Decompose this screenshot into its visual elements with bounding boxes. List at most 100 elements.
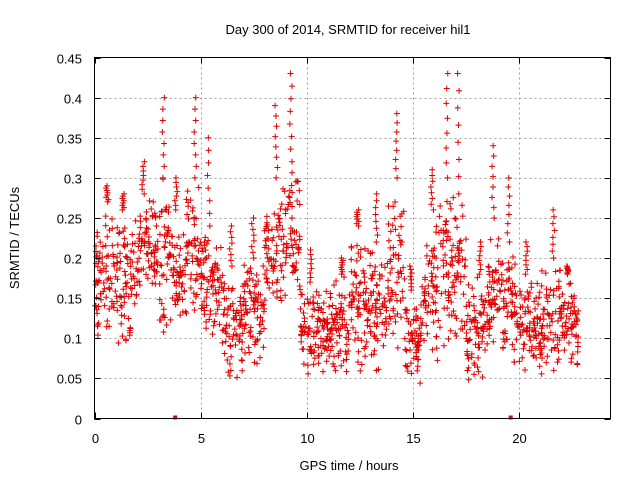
data-point [206, 222, 213, 229]
data-point [555, 356, 562, 363]
data-point [184, 211, 191, 218]
data-point [121, 243, 128, 250]
data-point [225, 306, 232, 313]
data-point [228, 263, 235, 270]
data-point [428, 277, 435, 284]
data-point [176, 264, 183, 271]
data-point [449, 279, 456, 286]
data-point [299, 346, 306, 353]
data-point [549, 318, 556, 325]
data-point [473, 326, 480, 333]
data-point [387, 258, 394, 265]
data-point [153, 223, 160, 230]
data-point [114, 276, 121, 283]
data-point [519, 303, 526, 310]
data-point [189, 258, 196, 265]
data-point [144, 250, 151, 257]
data-point [104, 182, 111, 189]
data-point [296, 282, 303, 289]
data-point [465, 281, 472, 288]
data-point [516, 358, 523, 365]
data-point [121, 268, 128, 275]
data-point [465, 376, 472, 383]
data-point [341, 274, 348, 281]
data-point [145, 233, 152, 240]
data-point [300, 360, 307, 367]
data-point [310, 333, 317, 340]
data-point [170, 253, 177, 260]
data-point [212, 310, 219, 317]
data-point [198, 285, 205, 292]
data-point [318, 305, 325, 312]
data-point [392, 198, 399, 205]
data-point [227, 251, 234, 258]
data-point [121, 235, 128, 242]
data-point [191, 306, 198, 313]
data-point [183, 196, 190, 203]
data-point [388, 265, 395, 272]
data-point [223, 295, 230, 302]
data-point [287, 225, 294, 232]
data-point [326, 336, 333, 343]
data-point [476, 310, 483, 317]
data-point [393, 138, 400, 145]
data-point [404, 363, 411, 370]
data-point [373, 281, 380, 288]
data-point [355, 250, 362, 257]
data-point [280, 248, 287, 255]
data-point [351, 296, 358, 303]
data-point [397, 268, 404, 275]
data-point [238, 346, 245, 353]
data-point [273, 174, 280, 181]
y-tick-label: 0 [75, 413, 82, 428]
data-point [251, 341, 258, 348]
data-point [434, 357, 441, 364]
data-point [173, 290, 180, 297]
data-point [175, 234, 182, 241]
data-point [442, 221, 449, 228]
data-point [331, 363, 338, 370]
data-point [452, 276, 459, 283]
data-point [206, 197, 213, 204]
data-point [268, 226, 275, 233]
data-point [371, 319, 378, 326]
data-point [572, 311, 579, 318]
data-point [547, 286, 554, 293]
data-point [241, 325, 248, 332]
data-point [490, 153, 497, 160]
data-point [249, 226, 256, 233]
data-point [137, 213, 144, 220]
data-point [369, 271, 376, 278]
data-point [356, 305, 363, 312]
data-point [156, 231, 163, 238]
data-point [511, 358, 518, 365]
data-point [226, 333, 233, 340]
data-point [96, 277, 103, 284]
data-point [122, 280, 129, 287]
data-point [504, 220, 511, 227]
data-point [227, 303, 234, 310]
data-point [388, 293, 395, 300]
data-point [444, 70, 451, 77]
data-point [557, 267, 564, 274]
data-point [224, 357, 231, 364]
data-point [494, 242, 501, 249]
data-point [114, 224, 121, 231]
data-point [178, 284, 185, 291]
data-point [413, 330, 420, 337]
data-point [454, 244, 461, 251]
data-point [286, 120, 293, 127]
data-point [295, 178, 302, 185]
data-point [122, 272, 129, 279]
data-point [555, 283, 562, 290]
data-point [250, 232, 257, 239]
data-point [417, 315, 424, 322]
data-point [158, 208, 165, 215]
data-point [315, 352, 322, 359]
data-point [249, 277, 256, 284]
data-point [371, 332, 378, 339]
data-point [265, 227, 272, 234]
data-point [453, 315, 460, 322]
data-point [497, 288, 504, 295]
data-point [452, 312, 459, 319]
